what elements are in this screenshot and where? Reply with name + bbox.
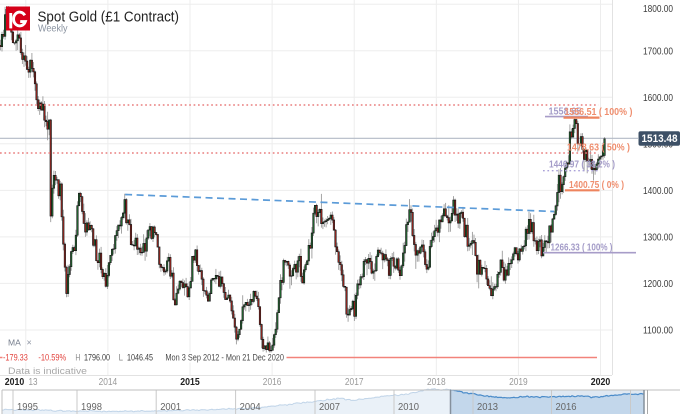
svg-text:1200.00: 1200.00 <box>643 279 673 290</box>
svg-text:-179.33: -179.33 <box>3 353 28 363</box>
svg-text:2016: 2016 <box>556 402 577 413</box>
svg-text:H: H <box>75 353 80 363</box>
svg-text:MA: MA <box>8 338 22 347</box>
svg-text:2019: 2019 <box>509 376 528 388</box>
svg-text:Weekly: Weekly <box>38 24 68 35</box>
svg-text:2017: 2017 <box>345 376 364 388</box>
svg-text:1995: 1995 <box>17 402 38 413</box>
svg-text:1266.33 ( 100% ): 1266.33 ( 100% ) <box>551 242 613 253</box>
svg-text:2013: 2013 <box>477 402 498 413</box>
svg-text:1300.00: 1300.00 <box>643 233 673 244</box>
svg-text:2010: 2010 <box>5 376 25 388</box>
svg-text:1556.51 ( 100% ): 1556.51 ( 100% ) <box>564 107 632 118</box>
svg-text:1400.75 ( 0% ): 1400.75 ( 0% ) <box>569 180 624 191</box>
svg-text:2016: 2016 <box>263 376 282 388</box>
svg-text:1100.00: 1100.00 <box>643 326 673 337</box>
svg-text:1700.00: 1700.00 <box>643 46 673 57</box>
svg-text:1046.45: 1046.45 <box>127 353 153 363</box>
svg-text:13: 13 <box>29 376 38 388</box>
svg-text:1600.00: 1600.00 <box>643 93 673 104</box>
svg-text:2014: 2014 <box>99 376 118 388</box>
svg-text:-10.59%: -10.59% <box>38 353 66 363</box>
svg-text:2007: 2007 <box>319 402 340 413</box>
svg-text:2010: 2010 <box>398 402 419 413</box>
svg-text:1513.48: 1513.48 <box>642 133 678 145</box>
svg-text:1478.63 ( 50% ): 1478.63 ( 50% ) <box>567 143 630 154</box>
svg-text:1446.97 ( 38.2% ): 1446.97 ( 38.2% ) <box>549 159 615 170</box>
svg-text:Spot Gold (£1 Contract): Spot Gold (£1 Contract) <box>38 8 180 25</box>
svg-text:1800.00: 1800.00 <box>643 4 673 15</box>
svg-text:Mon 3 Sep 2012 - Mon 21 Dec 20: Mon 3 Sep 2012 - Mon 21 Dec 2020 <box>165 353 284 363</box>
svg-text:L: L <box>119 353 123 363</box>
svg-text:1558.65: 1558.65 <box>549 107 582 118</box>
svg-text:2018: 2018 <box>427 376 446 388</box>
svg-text:1998: 1998 <box>81 402 102 413</box>
svg-text:1400.00: 1400.00 <box>643 186 673 197</box>
svg-text:2001: 2001 <box>160 402 181 413</box>
svg-text:Data is indicative: Data is indicative <box>8 366 87 376</box>
svg-text:1796.00: 1796.00 <box>84 353 110 363</box>
svg-text:2015: 2015 <box>180 376 200 388</box>
svg-text:2020: 2020 <box>591 376 611 388</box>
svg-text:×: × <box>27 338 32 348</box>
svg-text:2004: 2004 <box>240 402 261 413</box>
